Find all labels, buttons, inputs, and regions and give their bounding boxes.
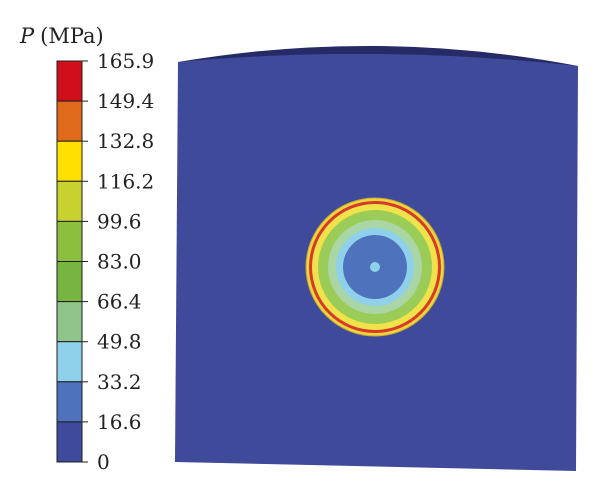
color-bar-tick-label: 165.9 [97, 49, 154, 73]
color-bar-tick-label: 99.6 [97, 209, 142, 233]
color-bar [56, 60, 88, 463]
contour-zone-center-dot [370, 262, 380, 272]
color-bar-band [56, 301, 83, 343]
contact-pressure-contour [305, 197, 445, 337]
color-bar-band [56, 220, 83, 262]
color-bar-ticks: 165.9 149.4 132.8 116.2 99.6 83.0 66.4 49.8 33.2… [97, 49, 154, 474]
color-bar-tick-label: 16.6 [97, 410, 142, 434]
color-bar-tick-label: 66.4 [97, 290, 142, 314]
color-bar-tick-label: 33.2 [97, 370, 142, 394]
color-bar-tick-label: 132.8 [97, 129, 154, 153]
color-bar-band [56, 421, 83, 463]
color-bar-tick-label: 49.8 [97, 330, 142, 354]
color-bar-band [56, 60, 83, 102]
color-bar-band [56, 180, 83, 222]
legend-unit: (MPa) [40, 24, 104, 48]
color-bar-tick-label: 116.2 [97, 169, 154, 193]
color-bar-tick-label: 83.0 [97, 250, 142, 274]
color-bar-band [56, 261, 83, 303]
color-bar-tick-label: 0 [97, 450, 110, 474]
cylinder-model [175, 45, 578, 472]
color-bar-band [56, 140, 83, 182]
color-bar-band [56, 341, 83, 383]
color-bar-band [56, 381, 83, 423]
contour-outline [305, 197, 445, 337]
color-bar-band [56, 100, 83, 142]
legend-title: P (MPa) [19, 24, 104, 48]
color-bar-tick-label: 149.4 [97, 89, 154, 113]
legend-symbol: P [19, 24, 35, 48]
